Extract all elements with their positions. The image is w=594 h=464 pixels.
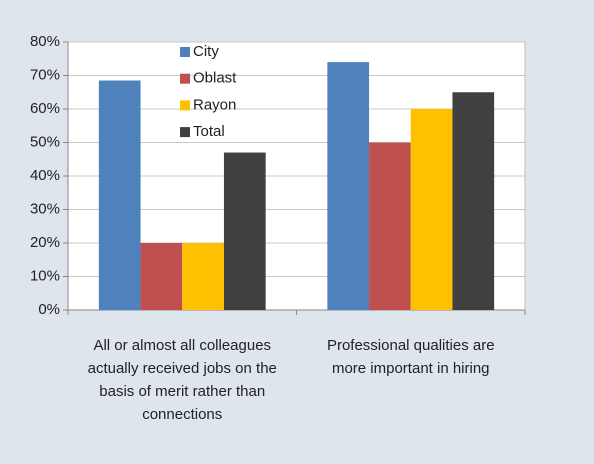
legend-swatch <box>180 73 190 84</box>
bar <box>140 243 183 310</box>
y-tick-label: 80% <box>30 33 60 50</box>
bar <box>369 142 411 310</box>
legend-swatch <box>180 127 190 138</box>
y-tick-label: 40% <box>30 167 60 184</box>
bar <box>98 80 141 311</box>
y-tick-label: 50% <box>30 133 60 150</box>
bar <box>452 92 495 310</box>
legend-swatch <box>180 100 190 111</box>
x-tick-label: All or almost all colleagues actually re… <box>87 337 277 423</box>
legend-label: City <box>193 43 219 60</box>
legend-label: Total <box>193 123 225 140</box>
y-tick-label: 60% <box>30 100 60 117</box>
x-tick-label: Professional qualities are more importan… <box>326 337 495 377</box>
legend-swatch <box>180 47 190 57</box>
bar <box>223 152 266 310</box>
bar <box>182 243 224 310</box>
bar <box>410 109 453 310</box>
legend-label: Oblast <box>193 70 237 87</box>
legend-label: Rayon <box>193 96 236 113</box>
y-tick-label: 0% <box>38 301 60 318</box>
bar <box>327 62 370 310</box>
y-tick-label: 20% <box>30 234 60 251</box>
y-tick-label: 30% <box>30 200 60 217</box>
y-tick-label: 10% <box>30 267 60 284</box>
y-tick-label: 70% <box>30 66 60 83</box>
